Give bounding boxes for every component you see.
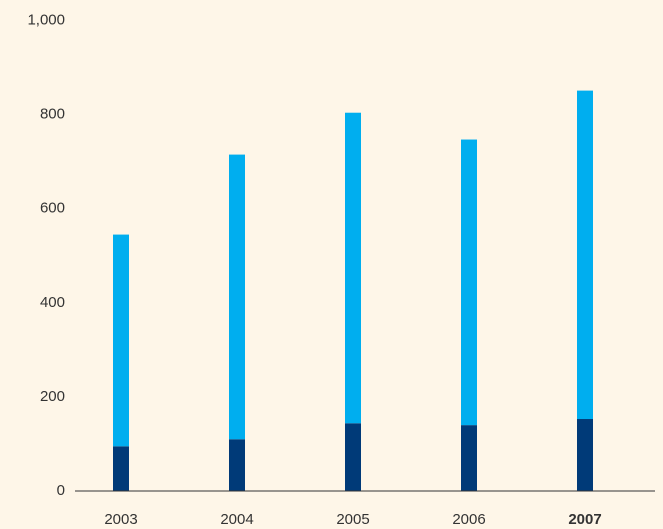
y-tick-label: 400 bbox=[40, 294, 65, 311]
y-tick-label: 200 bbox=[40, 388, 65, 405]
bar-segment bbox=[229, 439, 245, 491]
x-tick-label: 2007 bbox=[568, 511, 601, 528]
bar-segment bbox=[113, 446, 129, 491]
x-tick-label: 2006 bbox=[452, 511, 485, 528]
y-tick-label: 1,000 bbox=[27, 11, 65, 28]
y-tick-label: 600 bbox=[40, 200, 65, 217]
bar-segment bbox=[345, 423, 361, 491]
bar-segment bbox=[577, 90, 593, 420]
x-tick-label: 2003 bbox=[104, 511, 137, 528]
y-tick-label: 0 bbox=[57, 482, 65, 499]
bar-segment bbox=[461, 139, 477, 426]
bar-segment bbox=[345, 112, 361, 424]
x-tick-label: 2005 bbox=[336, 511, 369, 528]
bar-segment bbox=[461, 425, 477, 491]
bar-segment bbox=[577, 419, 593, 491]
x-tick-label: 2004 bbox=[220, 511, 253, 528]
bar-segment bbox=[229, 154, 245, 440]
y-tick-label: 800 bbox=[40, 106, 65, 123]
bar-segment bbox=[113, 234, 129, 447]
